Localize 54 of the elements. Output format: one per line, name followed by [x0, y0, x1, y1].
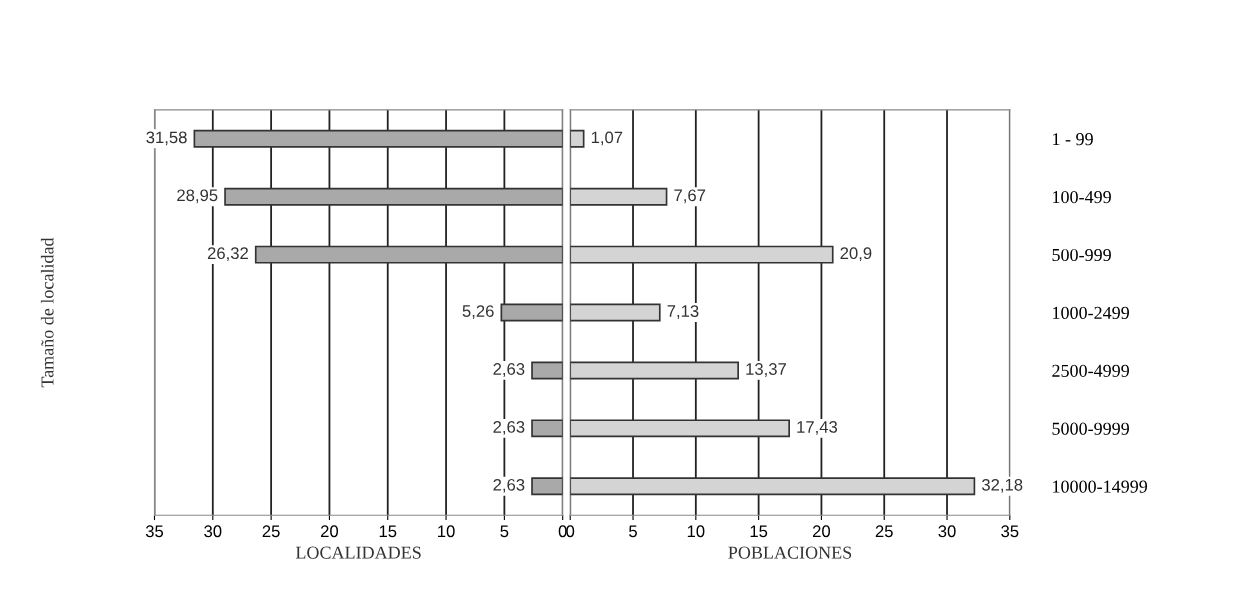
y-tick-label: 5000-9999 — [1052, 422, 1129, 435]
bar — [531, 361, 563, 380]
bar — [570, 419, 790, 438]
data-label: 5,26 — [462, 305, 494, 319]
x-tick-label: 0 — [558, 525, 567, 538]
bar — [570, 245, 834, 264]
y-tick-label: 100-499 — [1053, 190, 1111, 204]
bar — [570, 187, 668, 206]
data-label: 28,95 — [177, 189, 218, 204]
y-tick-label: 1 - 99 — [1053, 133, 1093, 146]
data-label: 2,63 — [493, 363, 525, 377]
x-tick-label: 30 — [938, 525, 956, 538]
data-label: 7,13 — [667, 305, 699, 319]
x-tick-label: 5 — [629, 525, 637, 538]
data-label: 1,07 — [591, 131, 623, 146]
data-label: 17,43 — [797, 421, 838, 435]
data-label: 13,37 — [746, 363, 786, 377]
x-tick-label: 20 — [321, 525, 339, 538]
bar — [193, 129, 563, 148]
bar — [570, 361, 739, 380]
bar — [531, 477, 563, 496]
y-tick-label: 2500-4999 — [1052, 364, 1129, 377]
y-tick-label: 10000-14999 — [1053, 480, 1148, 493]
y-tick-label: 1000-2499 — [1053, 306, 1129, 319]
bar — [570, 303, 661, 322]
x-tick-label: 25 — [875, 525, 893, 538]
bar — [254, 245, 563, 264]
bar — [570, 129, 585, 148]
x-tick-label: 10 — [438, 525, 455, 538]
x-tick-label: 25 — [262, 525, 280, 538]
data-label: 2,63 — [493, 421, 525, 435]
data-label: 26,32 — [207, 247, 248, 262]
bar — [570, 477, 976, 496]
data-label: 2,63 — [493, 478, 525, 493]
y-tick-label: 500-999 — [1052, 248, 1111, 262]
x-axis-title: POBLACIONES — [728, 546, 852, 559]
x-tick-label: 15 — [750, 525, 768, 538]
x-tick-label: 0 — [566, 525, 575, 538]
bar — [224, 187, 563, 206]
data-label: 32,18 — [981, 478, 1023, 493]
data-label: 20,9 — [840, 247, 872, 262]
bar — [531, 419, 563, 438]
y-axis-title: Tamaño de localidad — [40, 237, 54, 388]
x-axis-title: LOCALIDADES — [295, 546, 421, 559]
x-tick-label: 20 — [812, 525, 831, 538]
bar — [500, 303, 563, 322]
data-label: 7,67 — [674, 189, 706, 204]
x-tick-label: 35 — [145, 525, 164, 538]
x-tick-label: 30 — [204, 525, 222, 538]
x-tick-label: 5 — [500, 525, 509, 538]
x-tick-label: 10 — [687, 525, 705, 538]
x-tick-label: 15 — [379, 525, 397, 538]
data-label: 31,58 — [146, 131, 187, 146]
x-tick-label: 35 — [1001, 525, 1019, 538]
